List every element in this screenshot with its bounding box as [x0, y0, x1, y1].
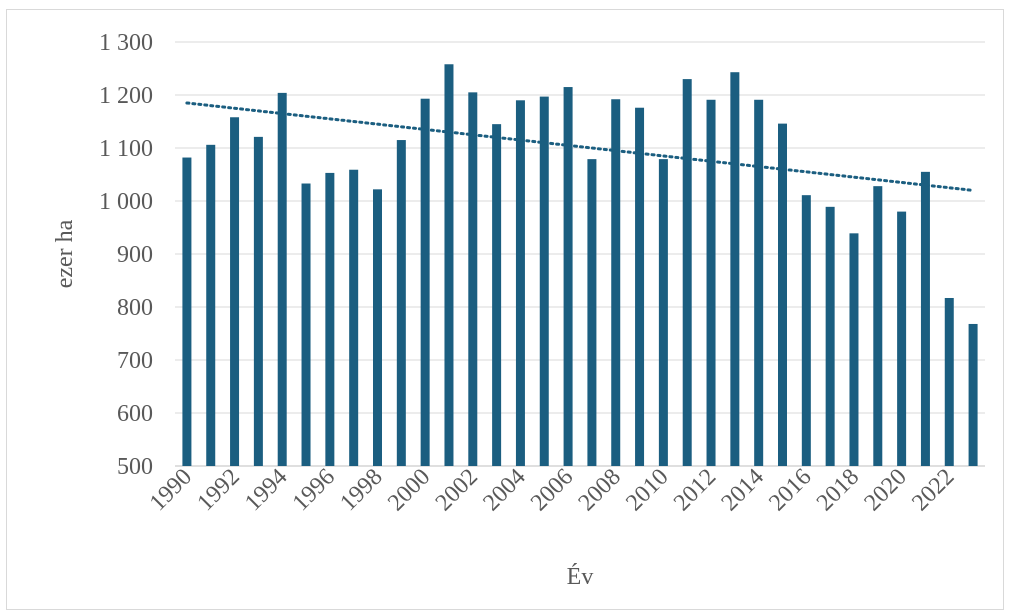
bar-2009 — [635, 107, 645, 466]
x-tick-label: 1998 — [335, 464, 387, 516]
x-axis-title: Év — [567, 564, 594, 590]
x-tick-label: 2020 — [860, 464, 912, 516]
trendline — [185, 101, 975, 192]
x-tick-labels: 1990199219941996199820002002200420062008… — [145, 464, 960, 516]
bar-2015 — [778, 123, 787, 467]
bar-2006 — [563, 87, 573, 467]
bar-2001 — [444, 64, 454, 466]
x-tick-label: 2016 — [764, 464, 816, 516]
x-tick-label: 2002 — [431, 464, 483, 516]
x-tick-label: 1996 — [288, 464, 340, 516]
gridlines — [175, 41, 985, 467]
x-tick-label: 2022 — [907, 464, 959, 516]
bar-1998 — [373, 189, 382, 466]
bar-2007 — [587, 159, 597, 466]
y-tick-label: 1 200 — [99, 83, 153, 109]
bar-2016 — [801, 195, 811, 467]
bar-2002 — [468, 92, 478, 466]
bars — [182, 64, 978, 467]
bar-2021 — [920, 171, 930, 466]
y-tick-label: 1 100 — [99, 136, 153, 162]
bar-1994 — [277, 92, 287, 466]
bar-1999 — [396, 140, 406, 467]
bar-1990 — [182, 157, 192, 467]
y-tick-label: 600 — [117, 401, 153, 427]
bar-1992 — [230, 117, 240, 466]
bar-2017 — [825, 206, 835, 466]
x-tick-label: 2018 — [812, 464, 864, 516]
y-tick-labels: 500 600 700 800 900 1 000 1 100 1 200 1 300 — [99, 30, 153, 480]
bar-2010 — [658, 159, 668, 466]
y-tick-label: 1 300 — [99, 30, 153, 56]
y-tick-label: 700 — [117, 348, 153, 374]
x-tick-label: 2004 — [478, 464, 530, 516]
bar-2018 — [849, 233, 859, 466]
x-tick-label: 2008 — [574, 464, 626, 516]
y-tick-label: 1 000 — [99, 189, 153, 215]
chart-frame — [6, 9, 1004, 610]
y-tick-label: 900 — [117, 242, 153, 268]
y-tick-label: 500 — [117, 454, 153, 480]
bar-2019 — [873, 186, 883, 466]
trendline-group — [185, 101, 975, 192]
bar-2000 — [420, 98, 430, 467]
bar-1997 — [349, 169, 359, 467]
y-axis-title: ezer ha — [52, 219, 78, 288]
x-tick-label: 2014 — [717, 464, 769, 516]
bar-2012 — [706, 99, 716, 467]
x-tick-label: 1994 — [240, 464, 292, 516]
y-tick-label: 800 — [117, 295, 153, 321]
x-tick-label: 1992 — [192, 464, 244, 516]
bar-2020 — [897, 211, 907, 466]
bar-2013 — [730, 72, 740, 467]
x-tick-label: 2000 — [383, 464, 435, 516]
bar-2004 — [515, 100, 525, 467]
x-tick-label: 2010 — [621, 464, 673, 516]
bar-2003 — [492, 124, 502, 467]
bar-1996 — [325, 172, 335, 466]
bar-2008 — [611, 99, 621, 467]
bar-2023 — [968, 323, 978, 466]
bar-2011 — [682, 79, 692, 466]
bar-2005 — [539, 96, 549, 466]
bar-1991 — [206, 144, 216, 466]
bar-1995 — [301, 183, 311, 466]
bar-2014 — [754, 99, 764, 467]
bar-2022 — [944, 297, 954, 466]
x-tick-label: 2006 — [526, 464, 578, 516]
x-tick-label: 2012 — [669, 464, 721, 516]
bar-1993 — [253, 136, 263, 466]
